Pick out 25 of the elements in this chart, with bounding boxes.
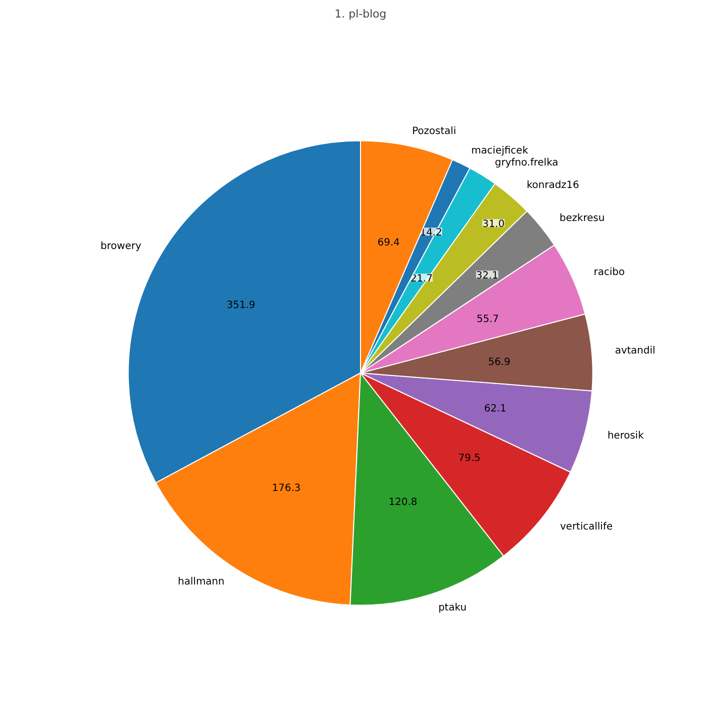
data-label: 120.8 xyxy=(388,497,418,508)
data-label: 69.4 xyxy=(378,237,400,248)
slice-label: konradz16 xyxy=(526,180,580,192)
data-label: 21.7 xyxy=(410,274,433,285)
data-label: 79.5 xyxy=(458,452,481,464)
slice-label: Pozostali xyxy=(412,126,456,137)
data-label: 32.1 xyxy=(476,270,498,282)
data-label: 31.0 xyxy=(482,219,505,230)
slice-label: browery xyxy=(100,240,142,252)
slice-label: maciejficek xyxy=(471,145,528,156)
slice-label: gryfno.frelka xyxy=(494,158,558,169)
data-label: 62.1 xyxy=(484,403,506,414)
slice-label: ptaku xyxy=(438,602,467,614)
slice-label: racibo xyxy=(594,266,625,278)
data-label: 55.7 xyxy=(476,314,499,326)
data-label: 176.3 xyxy=(272,482,301,494)
slice-label: herosik xyxy=(607,430,644,442)
data-label: 14.2 xyxy=(420,228,442,239)
slice-label: hallmann xyxy=(178,576,224,588)
data-label: 351.9 xyxy=(226,300,256,311)
slice-label: verticallife xyxy=(560,521,613,532)
slice-label: bezkresu xyxy=(560,212,605,224)
slice-label: avtandil xyxy=(614,345,656,356)
chart-title: 1. pl-blog xyxy=(334,8,386,20)
data-label: 56.9 xyxy=(488,356,510,368)
